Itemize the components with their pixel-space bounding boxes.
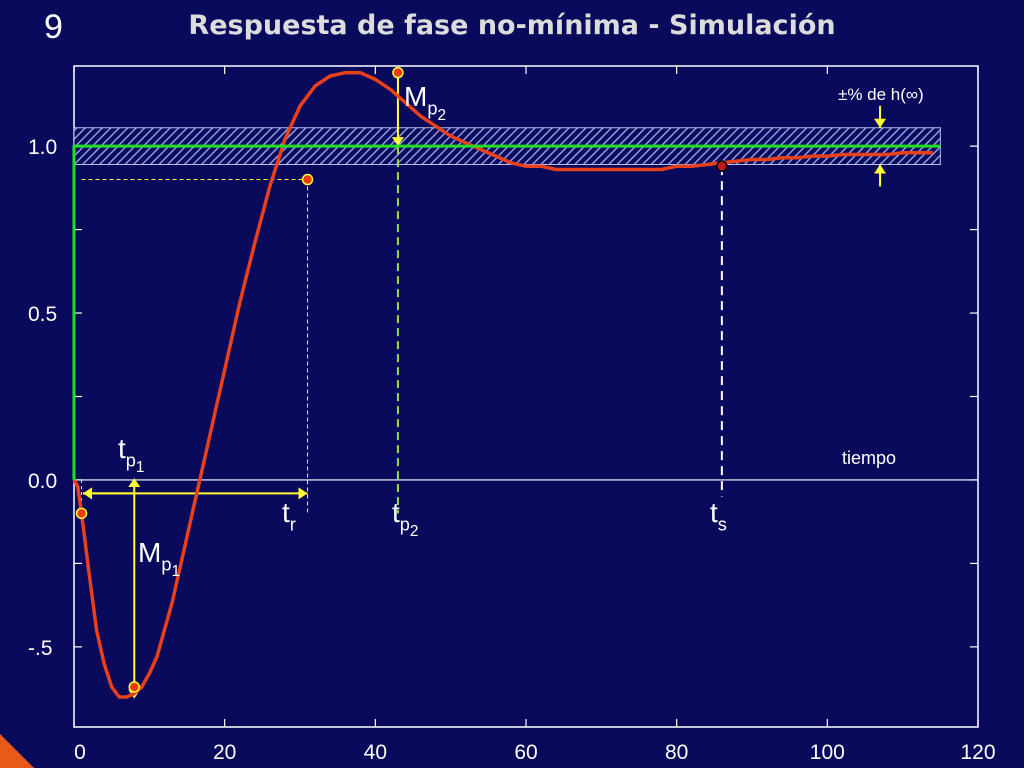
reference-step-line — [72, 144, 941, 480]
tp2-label: tp2 — [392, 497, 418, 540]
x-tick-label: 40 — [364, 741, 387, 764]
mp1-label: Mp1 — [138, 537, 180, 580]
y-tick-label: 0.5 — [28, 303, 57, 326]
x-tick-label: 0 — [74, 741, 86, 764]
tr-arrowhead-right — [298, 487, 308, 500]
x-tick-label: 80 — [665, 741, 688, 764]
x-tick-label: 60 — [514, 741, 537, 764]
y-tick-label: -.5 — [28, 637, 53, 660]
x-tick-label: 120 — [960, 741, 995, 764]
key-point-tr — [301, 173, 314, 186]
response-line — [72, 70, 933, 699]
y-tick-label: 0.0 — [28, 470, 57, 493]
band-arrowhead-bottom — [874, 164, 887, 174]
x-tick-label: 100 — [810, 741, 845, 764]
y-tick-label: 1.0 — [28, 136, 57, 159]
slide-title: Respuesta de fase no-mínima - Simulación — [188, 10, 836, 41]
mp2-label: Mp2 — [404, 81, 446, 124]
key-point-mp2 — [392, 66, 404, 79]
ts-label: ts — [710, 497, 727, 534]
band-arrowhead-top — [874, 118, 887, 128]
tr-label: tr — [282, 497, 296, 534]
mp2-arrowhead — [391, 137, 404, 147]
tp1-label: tp1 — [118, 433, 144, 476]
mp1-arrowhead-up — [128, 477, 141, 487]
key-point-ts — [716, 160, 728, 172]
key-point-mp1 — [128, 681, 141, 693]
corner-decoration — [0, 734, 34, 768]
slide-number: 9 — [44, 8, 63, 46]
key-point-start — [75, 507, 88, 520]
x-tick-label: 20 — [213, 741, 236, 764]
time-axis-label: tiempo — [842, 448, 896, 468]
band-label: ±% de h(∞) — [838, 85, 924, 104]
